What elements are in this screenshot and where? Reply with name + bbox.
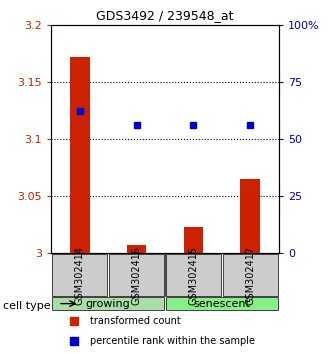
Text: transformed count: transformed count [90,316,181,326]
Bar [241,178,260,252]
Bar [70,57,89,252]
Text: GSM302414: GSM302414 [75,246,84,305]
Text: GSM302415: GSM302415 [188,246,198,305]
Text: cell type: cell type [3,301,51,311]
Text: GSM302417: GSM302417 [246,246,255,305]
Bar [166,254,221,296]
Text: senescent: senescent [193,299,250,309]
Bar [223,254,278,296]
Bar [166,297,278,310]
Bar [183,228,203,252]
Bar [127,245,147,252]
Bar [52,297,164,310]
Text: growing: growing [86,299,130,309]
Bar [109,254,164,296]
Title: GDS3492 / 239548_at: GDS3492 / 239548_at [96,9,234,22]
Text: GSM302416: GSM302416 [132,246,142,305]
Bar [52,254,107,296]
Text: percentile rank within the sample: percentile rank within the sample [90,336,255,346]
